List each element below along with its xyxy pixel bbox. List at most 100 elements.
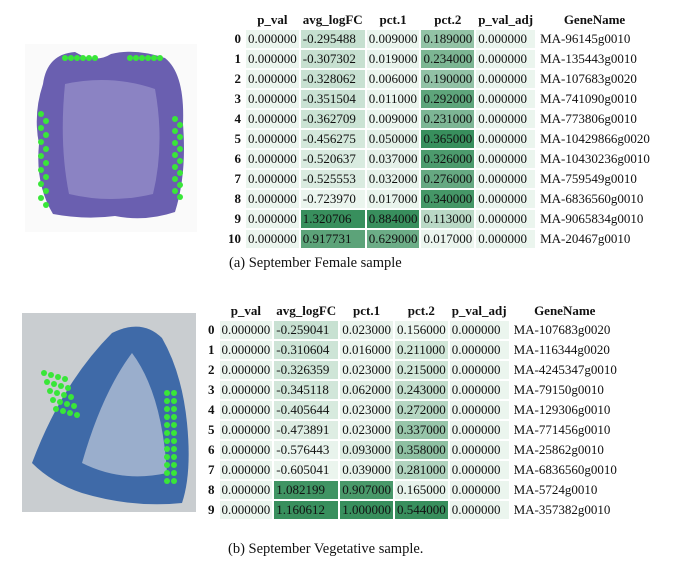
cell-pct_1: 0.023000: [340, 321, 393, 339]
caption-vegetative: (b) September Vegetative sample.: [228, 541, 424, 557]
cell-pct_2: 0.231000: [421, 110, 475, 128]
cell-pct_2: 0.243000: [394, 381, 448, 399]
spot-marker: [171, 454, 177, 460]
spot-marker: [43, 160, 49, 166]
cell-p_val_adj: 0.000000: [476, 30, 536, 48]
row-index: 1: [234, 51, 242, 66]
spot-marker: [43, 174, 49, 180]
cell-avg_logFC: 1.320706: [300, 210, 365, 228]
cell-avg_logFC: -0.310604: [274, 341, 339, 359]
table-row: 9 0.000000 1.320706 0.884000 0.113000 0.00000…: [226, 210, 652, 228]
cell-p_val_adj: 0.000000: [449, 441, 509, 459]
cell-gene-name: MA-759549g0010: [537, 170, 652, 188]
cell-pct_1: 0.006000: [366, 70, 420, 88]
cell-p_val_adj: 0.000000: [476, 190, 536, 208]
cell-p_val: 0.000000: [219, 481, 273, 499]
table-row: 7 0.000000 -0.605041 0.039000 0.281000 0.0000…: [206, 461, 619, 479]
spot-marker: [43, 118, 49, 124]
column-header: GeneName: [534, 303, 596, 318]
cell-pct_1: 0.023000: [340, 361, 393, 379]
cell-avg_logFC: -0.520637: [300, 150, 365, 168]
row-index: 10: [228, 231, 241, 246]
spot-marker: [177, 194, 183, 200]
spot-marker: [38, 139, 44, 145]
cell-p_val_adj: 0.000000: [449, 501, 509, 519]
cell-gene-name: MA-773806g0010: [537, 110, 652, 128]
spot-marker: [172, 116, 178, 122]
table-row: 4 0.000000 -0.362709 0.009000 0.231000 0.0000…: [226, 110, 652, 128]
cell-pct_2: 0.358000: [394, 441, 448, 459]
spot-marker: [43, 132, 49, 138]
spot-marker: [74, 412, 80, 418]
cell-gene-name: MA-96145g0010: [537, 30, 652, 48]
cell-p_val: 0.000000: [219, 421, 273, 439]
cell-avg_logFC: -0.405644: [274, 401, 339, 419]
spot-marker: [164, 406, 170, 412]
spot-marker: [38, 153, 44, 159]
cell-p_val: 0.000000: [246, 190, 299, 208]
spot-marker: [177, 170, 183, 176]
table-row: 8 0.000000 -0.723970 0.017000 0.340000 0.0000…: [226, 190, 652, 208]
spot-marker: [67, 410, 73, 416]
cell-pct_1: 0.016000: [340, 341, 393, 359]
cell-p_val_adj: 0.000000: [476, 50, 536, 68]
column-header: pct.2: [434, 12, 462, 27]
spot-marker: [61, 392, 67, 398]
cell-gene-name: MA-10430236g0010: [537, 150, 652, 168]
cell-p_val: 0.000000: [219, 401, 273, 419]
cell-pct_1: 0.019000: [366, 50, 420, 68]
spot-marker: [172, 140, 178, 146]
spot-marker: [54, 390, 60, 396]
column-header: GeneName: [563, 12, 626, 27]
cell-avg_logFC: -0.605041: [274, 461, 339, 479]
table-row: 2 0.000000 -0.328062 0.006000 0.190000 0.0000…: [226, 70, 652, 88]
cell-pct_1: 0.023000: [340, 421, 393, 439]
cell-gene-name: MA-741090g0010: [537, 90, 652, 108]
spot-marker: [43, 146, 49, 152]
table-row: 2 0.000000 -0.326359 0.023000 0.215000 0.0000…: [206, 361, 619, 379]
cell-pct_1: 1.000000: [340, 501, 393, 519]
cell-gene-name: MA-9065834g0010: [537, 210, 652, 228]
caption-female: (a) September Female sample: [229, 255, 402, 271]
cell-p_val_adj: 0.000000: [449, 401, 509, 419]
spot-marker: [145, 55, 151, 61]
cell-pct_1: 0.884000: [366, 210, 420, 228]
spot-marker: [171, 430, 177, 436]
column-header: pct.2: [407, 303, 435, 318]
cell-p_val: 0.000000: [246, 170, 299, 188]
spot-marker: [172, 164, 178, 170]
spot-marker: [172, 188, 178, 194]
cell-p_val: 0.000000: [246, 210, 299, 228]
cell-gene-name: MA-107683g0020: [537, 70, 652, 88]
table-row: 9 0.000000 1.160612 1.000000 0.544000 0.00000…: [206, 501, 619, 519]
row-index: 8: [208, 482, 215, 497]
row-index: 6: [234, 151, 242, 166]
spot-marker: [172, 128, 178, 134]
cell-avg_logFC: 1.082199: [274, 481, 339, 499]
spot-marker: [177, 182, 183, 188]
row-index: 3: [208, 382, 215, 397]
header-row: p_val avg_logFC pct.1 pct.2 p_val_adj GeneNam…: [226, 12, 652, 28]
cell-pct_2: 0.017000: [421, 230, 475, 248]
table-row: 4 0.000000 -0.405644 0.023000 0.272000 0.0000…: [206, 401, 619, 419]
gene-table-vegetative: p_val avg_logFC pct.1 pct.2 p_val_adj GeneNam…: [204, 301, 621, 521]
cell-pct_2: 0.544000: [394, 501, 448, 519]
table-row: 7 0.000000 -0.525553 0.032000 0.276000 0.0000…: [226, 170, 652, 188]
spot-marker: [164, 438, 170, 444]
cell-pct_2: 0.156000: [394, 321, 448, 339]
cell-avg_logFC: 1.160612: [274, 501, 339, 519]
spot-marker: [65, 385, 71, 391]
spot-marker: [171, 422, 177, 428]
spot-marker: [177, 134, 183, 140]
spot-marker: [164, 454, 170, 460]
table-row: 8 0.000000 1.082199 0.907000 0.165000 0.00000…: [206, 481, 619, 499]
column-header: pct.1: [379, 12, 407, 27]
table-row: 10 0.000000 0.917731 0.629000 0.017000 0.0000…: [226, 230, 652, 248]
spot-marker: [55, 374, 61, 380]
cell-avg_logFC: -0.723970: [300, 190, 365, 208]
table-row: 0 0.000000 -0.295488 0.009000 0.189000 0.0000…: [226, 30, 652, 48]
spot-marker: [164, 390, 170, 396]
cell-gene-name: MA-20467g0010: [537, 230, 652, 248]
spot-marker: [164, 430, 170, 436]
spot-marker: [68, 55, 74, 61]
